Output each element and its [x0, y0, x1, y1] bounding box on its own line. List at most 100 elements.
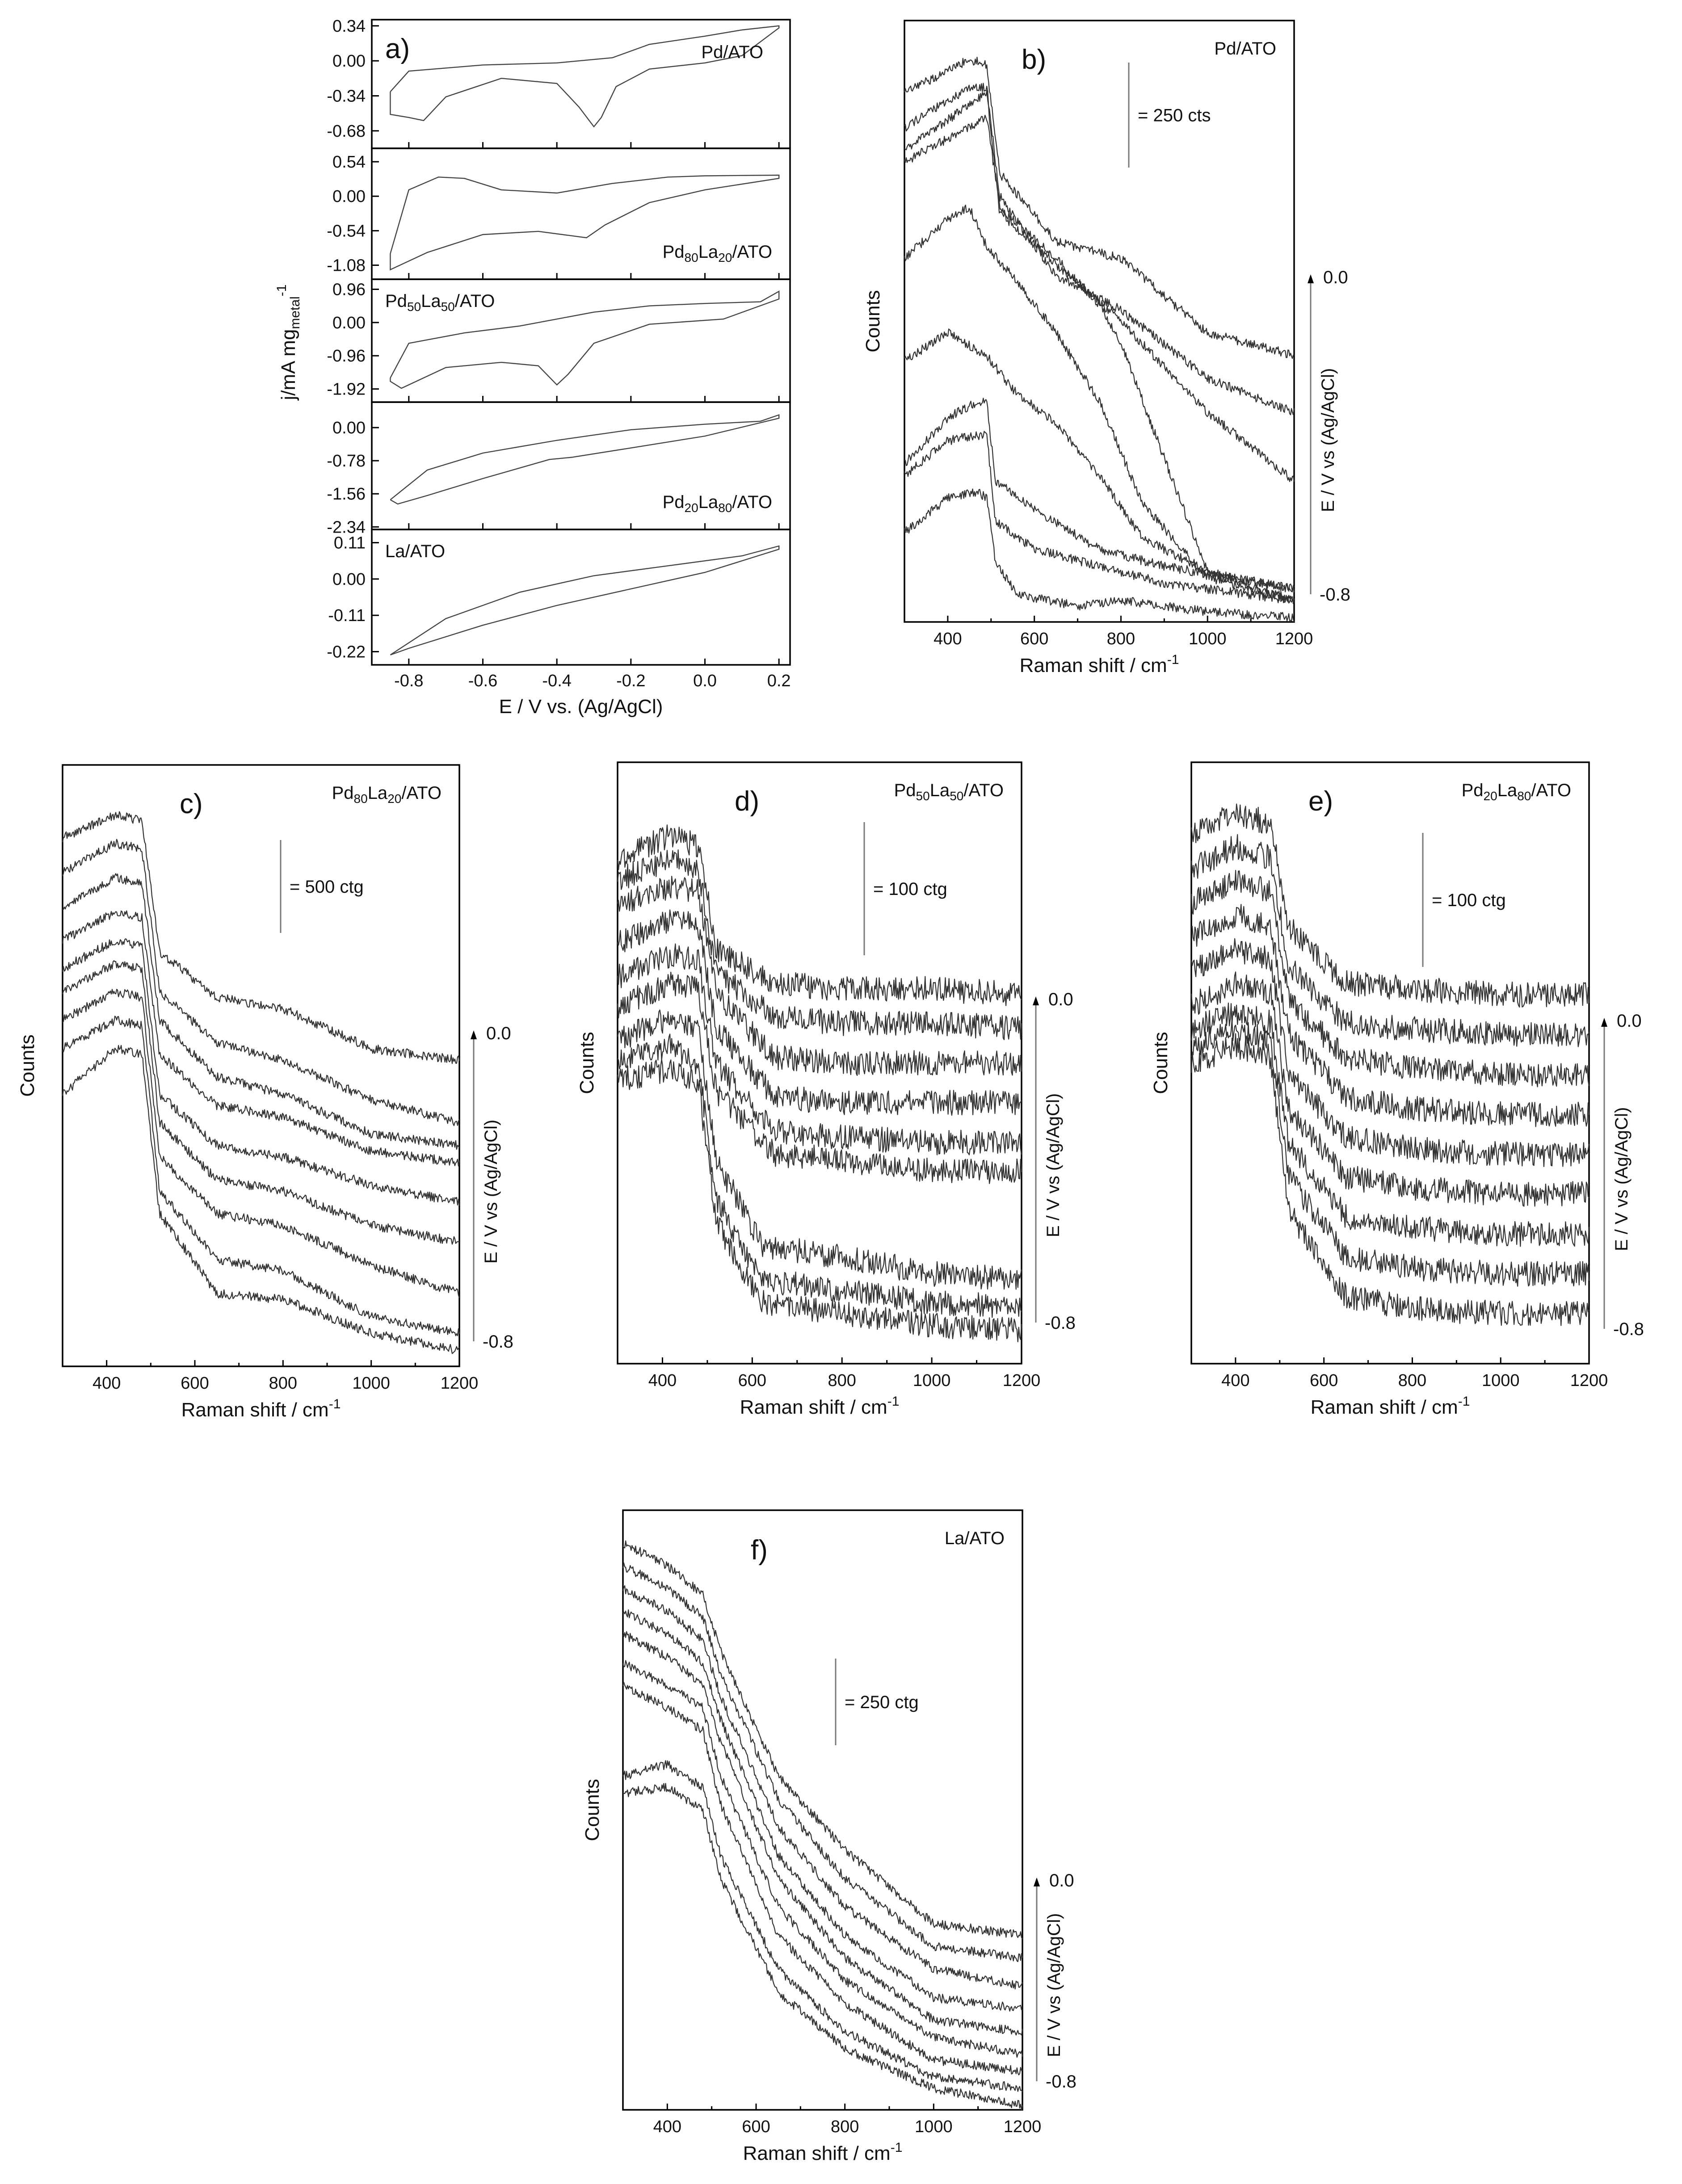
panel-label: b) [1022, 44, 1046, 75]
x-axis-label: E / V vs. (Ag/AgCl) [499, 696, 663, 718]
plot-frame [904, 20, 1295, 623]
panel-label: c) [180, 789, 203, 819]
y-tick-label: -1.08 [327, 256, 366, 275]
label-part: /ATO [1531, 781, 1571, 800]
panel-label: a) [385, 34, 410, 64]
panel-a: 0.34 0.00 -0.34 -0.68 Pd/ATO 0.54 0.00 -0.54 -1.… [274, 17, 791, 718]
y-axis-label: Counts [576, 1032, 598, 1094]
sample-label: Pd/ATO [701, 42, 763, 62]
x-tick-label: 1200 [441, 1374, 479, 1393]
superscript: -1 [891, 2140, 903, 2155]
scale-bar-label: = 100 ctg [1432, 890, 1506, 910]
label-part: j/mA mg [278, 329, 299, 401]
potential-top-label: 0.0 [1048, 990, 1073, 1009]
panel-f: 400 600 800 1000 1200 Raman shift / cm-1 Count… [581, 1509, 1076, 2164]
potential-bottom-label: -0.8 [1046, 2072, 1076, 2092]
spectrum-line [62, 839, 460, 1126]
subplot-frame [371, 19, 791, 149]
label-part: La [1497, 781, 1518, 800]
cv-subplot: 0.11 0.00 -0.11 -0.22 La/ATO [327, 529, 791, 666]
arrow-head-icon [471, 1030, 477, 1039]
potential-top-label: 0.0 [486, 1024, 511, 1043]
subscript: 80 [1517, 789, 1531, 803]
plot-frame [1190, 761, 1590, 1365]
plot-frame [62, 764, 460, 1367]
spectrum-line [622, 1760, 1023, 2092]
label-part: Pd [332, 783, 354, 803]
x-tick-label: -0.2 [616, 672, 645, 690]
sample-title: La/ATO [945, 1529, 1005, 1548]
arrow-head-icon [1308, 274, 1314, 283]
y-tick-label: -0.78 [327, 452, 366, 470]
spectrum-line [904, 114, 1295, 592]
sample-title: Pd80La20/ATO [332, 783, 442, 806]
x-tick-label: 800 [828, 1371, 856, 1390]
panel-e: 400 600 800 1000 1200 Raman shift / cm-1 Count… [1150, 761, 1644, 1418]
x-tick-label: 400 [1221, 1371, 1249, 1390]
potential-axis-label: E / V vs (Ag/AgCl) [481, 1120, 501, 1264]
cv-subplot: 0.00 -0.78 -1.56 -2.34 Pd20La80/ATO [327, 401, 791, 537]
cv-subplot: 0.54 0.00 -0.54 -1.08 Pd80La20/ATO [327, 147, 791, 280]
spectrum-line [622, 1631, 1023, 2036]
spectrum-line [1190, 834, 1590, 1047]
panel-label: d) [735, 786, 759, 817]
panel-c: 400 600 800 1000 1200 Raman shift / cm-1 Count… [17, 764, 513, 1421]
label-part: Raman shift / cm [743, 2142, 891, 2164]
spectrum-line [904, 57, 1294, 359]
spectrum-line [904, 205, 1295, 603]
label-part: /ATO [401, 783, 442, 803]
y-axis-label: Counts [581, 1779, 603, 1841]
potential-bottom-label: -0.8 [1613, 1319, 1644, 1339]
subplot-frame [371, 529, 791, 666]
label-part: La/ATO [385, 542, 445, 561]
cv-curve [390, 414, 780, 505]
y-tick-label: 0.00 [332, 52, 366, 71]
spectrum-line [622, 1783, 1023, 2110]
y-tick-label: -0.68 [327, 122, 366, 141]
spectrum-line [617, 909, 1022, 1116]
y-axis-label: Counts [862, 290, 884, 352]
x-tick-label: 1200 [1275, 630, 1313, 648]
cv-curve [390, 290, 780, 389]
spectrum-line [904, 488, 1295, 622]
subscript: 50 [407, 300, 421, 314]
spectrum-line [622, 1609, 1023, 2012]
x-tick-label: 800 [831, 2117, 859, 2136]
spectrum-line [1190, 1002, 1590, 1247]
x-tick-label: -0.6 [468, 672, 497, 690]
label-part: /ATO [455, 291, 495, 311]
potential-top-label: 0.0 [1049, 1871, 1074, 1890]
arrow-head-icon [1601, 1018, 1607, 1027]
spectrum-line [62, 1045, 460, 1354]
x-tick-label: 800 [1107, 630, 1135, 648]
spectrum-line [1191, 1018, 1590, 1287]
y-axis-label: j/mA mgmetal-1 [274, 285, 303, 401]
label-part: Pd/ATO [701, 42, 763, 62]
sample-label: Pd80La20/ATO [663, 242, 772, 265]
spectrum-line [622, 1540, 1023, 1940]
label-part: Pd/ATO [1214, 39, 1276, 59]
potential-axis-label: E / V vs (Ag/AgCl) [1318, 368, 1338, 512]
x-axis-label: Raman shift / cm-1 [740, 1394, 900, 1418]
cv-curve [390, 545, 780, 655]
spectrum-line [617, 943, 1022, 1155]
label-part: Pd [1462, 781, 1484, 800]
spectrum-line [904, 90, 1295, 482]
label-part: La [930, 781, 950, 800]
spectrum-line [617, 849, 1022, 1040]
spectrum-line [617, 1033, 1022, 1318]
label-part: /ATO [963, 781, 1004, 800]
plot-frame [622, 1509, 1023, 2111]
superscript: -1 [1458, 1394, 1470, 1409]
arrow-head-icon [1034, 1877, 1040, 1886]
spectrum-line [622, 1660, 1023, 2058]
label-part: /ATO [732, 242, 772, 262]
potential-bottom-label: -0.8 [1320, 585, 1350, 605]
x-tick-label: 800 [1398, 1371, 1426, 1390]
spectrum-line [1190, 1033, 1589, 1326]
cv-curve [390, 25, 780, 128]
potential-axis-label: E / V vs (Ag/AgCl) [1044, 1913, 1064, 2057]
label-part: Raman shift / cm [181, 1399, 329, 1421]
